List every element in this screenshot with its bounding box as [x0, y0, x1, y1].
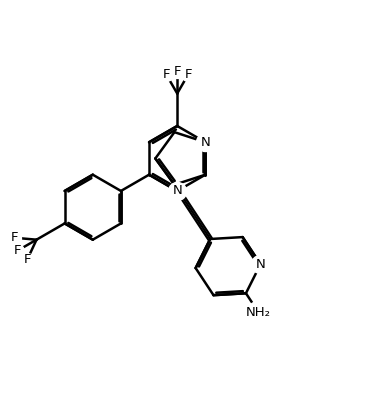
Text: F: F: [184, 68, 192, 81]
Text: F: F: [162, 68, 170, 81]
Text: F: F: [23, 253, 31, 266]
Text: N: N: [256, 258, 265, 271]
Text: F: F: [13, 244, 21, 257]
Text: F: F: [11, 231, 18, 244]
Text: F: F: [174, 65, 181, 78]
Text: N: N: [172, 184, 182, 197]
Text: N: N: [201, 136, 210, 149]
Text: NH₂: NH₂: [246, 306, 271, 319]
